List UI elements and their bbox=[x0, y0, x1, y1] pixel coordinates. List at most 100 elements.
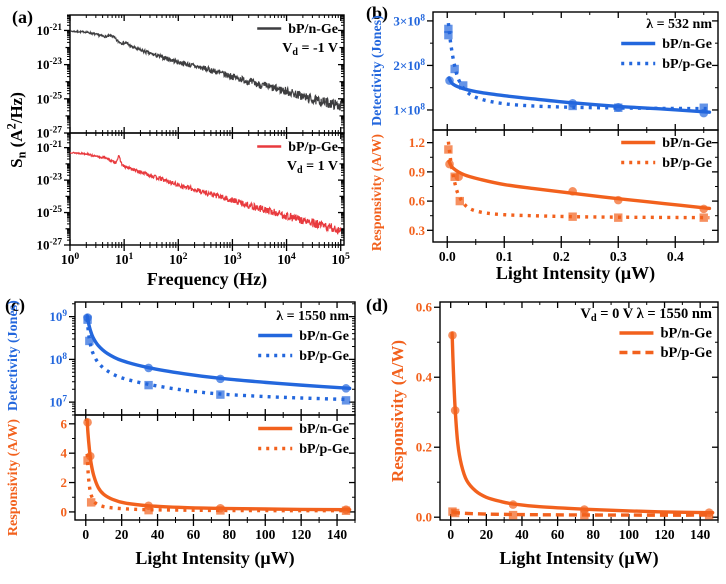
label-part: 0.1 bbox=[496, 249, 513, 264]
y-tick-label: 107 bbox=[49, 395, 67, 410]
noise-curve-bP/p-Ge bbox=[69, 151, 342, 235]
marker-square bbox=[450, 64, 459, 74]
label-part: 0.2 bbox=[416, 440, 432, 455]
legend-label: bP/p-Ge bbox=[662, 156, 712, 171]
label-part: 40 bbox=[151, 527, 165, 542]
series-group bbox=[448, 330, 715, 520]
marker-circle bbox=[83, 418, 92, 427]
label-part: 10 bbox=[37, 140, 50, 155]
series-group bbox=[69, 29, 342, 111]
label-part: = -1 V bbox=[298, 41, 338, 56]
marker-square bbox=[704, 510, 714, 520]
legend-label: Vd = 1 V bbox=[287, 159, 338, 176]
y-tick-label: 10-25 bbox=[37, 205, 63, 220]
x-tick-label: 104 bbox=[277, 251, 296, 267]
y-tick-label: 109 bbox=[49, 309, 67, 324]
label-part: Frequency (Hz) bbox=[147, 269, 267, 290]
label-part: Responsivity (A/W) bbox=[6, 419, 21, 536]
marker-square bbox=[444, 30, 453, 40]
marker-square bbox=[341, 506, 351, 515]
x-tick-label: 60 bbox=[551, 527, 565, 542]
marker-circle bbox=[450, 406, 460, 415]
label-part: 10 bbox=[115, 252, 129, 267]
panel-label-b: (b) bbox=[366, 3, 388, 23]
marker-square bbox=[144, 505, 153, 515]
x-tick-label: 100 bbox=[619, 527, 640, 542]
label-part: bP/n-Ge bbox=[662, 37, 712, 52]
y-tick-label: 1.2 bbox=[409, 135, 425, 150]
marker-circle bbox=[568, 187, 577, 196]
marker-circle bbox=[699, 204, 709, 214]
legend-label: λ = 1550 nm bbox=[276, 309, 349, 324]
label-part: 0.4 bbox=[416, 370, 433, 385]
x-tick-label: 0 bbox=[447, 527, 454, 542]
label-part: 0.4 bbox=[667, 249, 684, 264]
y-axis-title: Responsivity (A/W) bbox=[388, 340, 407, 482]
legend-label: Vd = -1 V bbox=[282, 41, 338, 58]
y-tick-label: 0.9 bbox=[409, 164, 426, 179]
y-tick-label: 10-21 bbox=[37, 23, 63, 38]
y-axis-title: Responsivity (A/W) bbox=[6, 419, 21, 536]
label-part: 140 bbox=[690, 527, 711, 542]
x-tick-label: 20 bbox=[115, 527, 129, 542]
curve-bP/n-Ge bbox=[447, 159, 712, 211]
label-part: 1 bbox=[128, 251, 133, 262]
label-part: bP/n-Ge bbox=[662, 136, 712, 151]
label-part: -23 bbox=[50, 173, 63, 183]
marker-square bbox=[444, 145, 453, 154]
label-part: 10 bbox=[49, 309, 62, 324]
label-part: -27 bbox=[50, 238, 63, 248]
marker-square bbox=[614, 103, 623, 112]
marker-circle bbox=[508, 500, 518, 509]
noise-curve-bP/n-Ge bbox=[69, 29, 342, 111]
x-tick-label: 102 bbox=[169, 251, 188, 267]
label-part: /Hz) bbox=[7, 92, 26, 124]
label-part: 0.0 bbox=[416, 510, 432, 525]
marker-circle bbox=[445, 159, 454, 169]
label-part: Light Intensity (μW) bbox=[499, 548, 658, 569]
label-part: 80 bbox=[223, 527, 237, 542]
legend-label: bP/n-Ge bbox=[662, 136, 712, 151]
label-part: Light Intensity (μW) bbox=[135, 548, 294, 569]
y-tick-label: 10-23 bbox=[37, 57, 63, 72]
x-tick-label: 20 bbox=[480, 527, 494, 542]
x-axis-title: Light Intensity (μW) bbox=[496, 263, 655, 284]
label-part: 0.3 bbox=[409, 223, 426, 238]
label-part: 140 bbox=[327, 527, 348, 542]
label-part: -21 bbox=[50, 23, 63, 33]
label-part: bP/n-Ge bbox=[299, 422, 349, 437]
series-group bbox=[69, 151, 342, 235]
y-tick-label: 0.3 bbox=[409, 223, 426, 238]
x-tick-label: 0.1 bbox=[496, 249, 513, 264]
marker-square bbox=[580, 510, 589, 520]
y-tick-label: 0.0 bbox=[416, 510, 432, 525]
y-tick-label: 6 bbox=[61, 416, 68, 431]
label-part: 0 bbox=[61, 504, 68, 519]
marker-square bbox=[699, 213, 708, 222]
label-part: 0 bbox=[447, 527, 454, 542]
label-part: 10 bbox=[37, 205, 50, 220]
legend-label: bP/n-Ge bbox=[288, 22, 338, 37]
label-part: 10 bbox=[49, 395, 62, 410]
x-tick-label: 0.4 bbox=[667, 249, 684, 264]
label-part: 8 bbox=[420, 13, 425, 23]
label-part: 1×10 bbox=[393, 102, 420, 117]
y-tick-label: 10-27 bbox=[37, 126, 63, 141]
marker-circle bbox=[216, 374, 225, 384]
label-part: (A bbox=[7, 129, 26, 152]
label-part: bP/p-Ge bbox=[662, 156, 712, 171]
label-part: n bbox=[15, 151, 29, 158]
x-tick-label: 100 bbox=[255, 527, 276, 542]
label-part: 8 bbox=[420, 58, 425, 68]
label-part: 120 bbox=[291, 527, 312, 542]
label-part: 120 bbox=[654, 527, 675, 542]
marker-circle bbox=[613, 195, 623, 205]
label-part: d bbox=[297, 165, 303, 176]
y-tick-label: 4 bbox=[61, 446, 68, 461]
label-part: 60 bbox=[551, 527, 565, 542]
label-part: 0.2 bbox=[553, 249, 570, 264]
label-part: d bbox=[292, 47, 298, 58]
label-part: Light Intensity (μW) bbox=[496, 263, 655, 284]
